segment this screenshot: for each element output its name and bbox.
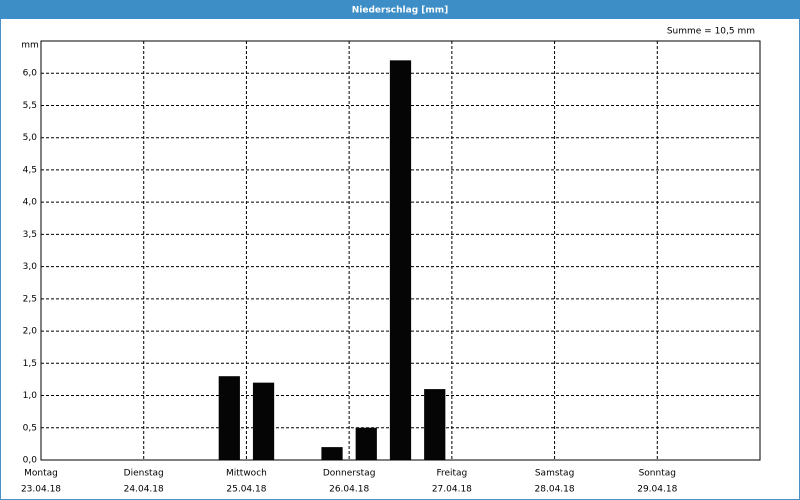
y-tick-label: 4,0 [23, 198, 38, 208]
bar [424, 389, 446, 460]
x-tick-label: Samstag [535, 469, 574, 479]
bar [389, 60, 412, 460]
x-tick-date: 27.04.18 [432, 485, 472, 495]
y-tick-label: 0,0 [23, 456, 38, 466]
annotation: Summe = 10,5 mm [667, 27, 755, 37]
x-tick-label: Sonntag [639, 469, 676, 479]
y-tick-label: 0,5 [23, 423, 37, 433]
bar [355, 427, 377, 460]
x-tick-date: 28.04.18 [535, 485, 575, 495]
y-tick-label: 3,5 [23, 230, 37, 240]
title-bar [0, 0, 800, 19]
x-tick-label: Montag [24, 469, 58, 479]
x-tick-label: Donnerstag [323, 469, 376, 479]
x-tick-label: Freitag [436, 469, 467, 479]
y-tick-label: 6,0 [23, 69, 38, 79]
y-tick-label: 5,0 [23, 133, 38, 143]
y-tick-label: 3,0 [23, 262, 38, 272]
plot-frame [40, 40, 761, 461]
y-tick-label: 5,5 [23, 101, 37, 111]
x-tick-date: 29.04.18 [637, 485, 677, 495]
y-tick-label: 4,5 [23, 165, 37, 175]
y-tick-label: 1,0 [23, 391, 38, 401]
y-tick-label: 2,0 [23, 327, 38, 337]
y-tick-label: 1,5 [23, 359, 37, 369]
x-tick-label: Mittwoch [226, 469, 267, 479]
y-axis-label: mm [21, 41, 39, 51]
x-tick-date: 26.04.18 [329, 485, 369, 495]
x-tick-date: 24.04.18 [124, 485, 164, 495]
bar [218, 376, 240, 460]
x-tick-date: 25.04.18 [226, 485, 266, 495]
chart-title: Niederschlag [mm] [352, 6, 449, 16]
bar [321, 447, 343, 460]
bar [252, 382, 275, 460]
x-tick-label: Dienstag [124, 469, 164, 479]
x-tick-date: 23.04.18 [21, 485, 61, 495]
y-tick-label: 2,5 [23, 294, 37, 304]
